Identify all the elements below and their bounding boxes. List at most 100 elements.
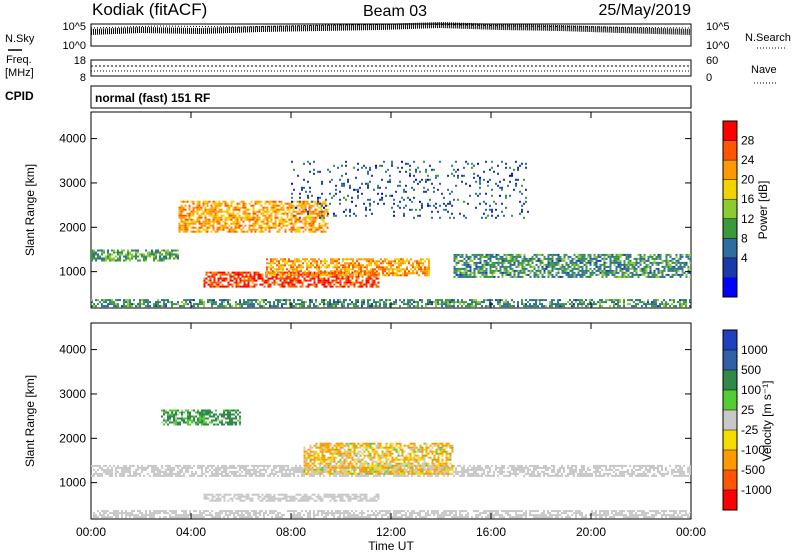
power-cell [251,275,254,278]
power-cell [406,266,408,269]
velocity-cell [235,470,237,473]
power-cell [515,265,518,268]
power-cell [305,275,308,278]
power-cell [356,264,358,267]
power-cell [653,269,656,272]
power-cell [343,271,346,274]
power-cell [519,271,522,274]
power-cell [643,303,645,306]
velocity-cell [115,474,117,477]
power-cell [300,202,303,205]
power-cell [411,299,413,302]
power-cell [258,208,261,211]
power-cell [419,180,421,183]
power-cell [669,275,672,278]
velocity-cell [517,472,519,475]
power-cell [325,198,327,201]
power-cell [535,299,537,302]
power-cell [557,259,560,262]
power-cell [304,270,306,273]
power-cell [347,275,350,278]
power-cell [178,214,181,217]
power-cell [593,263,596,266]
velocity-cell [101,468,103,471]
power-cell [233,273,236,276]
power-cell [192,206,195,209]
power-cell [284,220,287,223]
power-cell [521,301,523,304]
power-cell [311,299,313,302]
velocity-cell [169,468,171,471]
power-cell [208,208,211,211]
power-cell [255,283,258,286]
power-cell [355,299,357,302]
power-cell [545,299,547,302]
power-cell [401,166,403,169]
power-cell [521,261,524,264]
velocity-cell [129,468,131,471]
power-cell [413,196,415,199]
power-cell [657,267,660,270]
power-cell [355,279,358,282]
power-cell [679,275,682,278]
velocity-cell [281,470,283,473]
power-cell [499,255,502,258]
power-cell [91,251,93,254]
power-cell [180,206,183,209]
velocity-cell [253,470,255,473]
velocity-cell [531,470,533,473]
nsky-panel [90,21,692,47]
power-cell [243,299,245,302]
power-cell [549,261,552,264]
power-cell [129,259,131,262]
power-cell [501,271,504,274]
velocity-cell [315,464,317,467]
power-cell [310,220,313,223]
power-cell [95,305,97,308]
velocity-cell [359,474,361,477]
power-cell [211,285,214,288]
power-cell [489,275,492,278]
velocity-cell [397,474,399,477]
power-cell [206,208,209,211]
power-cell [463,257,466,260]
power-cell [561,257,564,260]
power-cell [627,303,629,306]
velocity-cell [147,464,149,467]
power-cell [232,220,235,223]
power-cell [505,196,507,199]
power-cell [663,305,665,308]
velocity-cell [167,472,169,475]
velocity-cell [573,468,575,471]
power-cell [314,220,317,223]
power-cell [313,279,316,282]
power-cell [427,301,429,304]
power-cell [323,303,325,306]
power-cell [248,228,251,231]
power-cell [641,259,644,262]
power-cell [234,206,237,209]
power-cell [249,303,251,306]
velocity-cell [245,466,247,469]
power-cell [637,303,639,306]
power-cell [515,255,518,258]
power-cell [260,228,263,231]
power-cell [236,226,239,229]
power-cell [551,265,554,268]
power-cell [571,301,573,304]
power-cell [198,204,201,207]
velocity-cell [311,468,313,471]
velocity-cell [229,470,231,473]
power-cell [549,257,552,260]
power-cell [310,216,313,219]
velocity-cell [125,466,127,469]
power-cell [357,301,359,304]
power-cell [503,267,506,270]
power-cell [205,277,208,280]
velocity-cell [467,470,469,473]
power-cell [107,303,109,306]
power-cell [366,268,368,271]
power-cell [277,273,280,276]
power-cell [309,277,312,280]
power-cell [649,261,652,264]
